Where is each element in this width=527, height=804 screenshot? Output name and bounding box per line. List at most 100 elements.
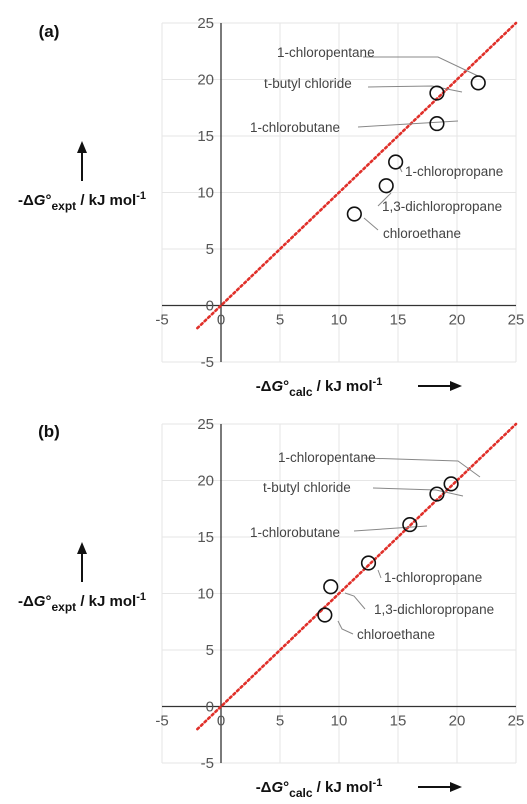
y-tick-label: -5 xyxy=(201,354,214,371)
x-axis-title: -ΔG°calc / kJ mol-1 xyxy=(256,777,383,800)
x-tick-label: 20 xyxy=(449,312,466,329)
axis-title-unit-sup: -1 xyxy=(373,376,383,388)
x-tick-label: 15 xyxy=(390,312,407,329)
data-point xyxy=(470,75,486,91)
x-tick-label: 25 xyxy=(508,312,525,329)
y-tick-label: 25 xyxy=(197,15,214,32)
axis-title-symbol: G xyxy=(271,779,283,796)
axis-title-unit-sup: -1 xyxy=(373,777,383,789)
reference-line xyxy=(196,21,518,330)
annotation-leader xyxy=(372,487,464,497)
point-label: 1-chloropentane xyxy=(277,45,375,60)
arrow-right-icon xyxy=(450,381,462,391)
point-label: chloroethane xyxy=(357,627,435,642)
data-point xyxy=(317,607,333,623)
annotation-leader xyxy=(344,592,366,610)
arrow-up-icon xyxy=(77,141,87,153)
axis-title-units: / kJ mol xyxy=(76,593,136,610)
x-tick-label: -5 xyxy=(155,713,168,730)
annotation-leader xyxy=(363,56,479,77)
axis-title-subscript: calc xyxy=(289,786,313,800)
data-point xyxy=(360,555,377,571)
axis-title-prefix: -Δ xyxy=(18,192,34,209)
axis-title-prefix: -Δ xyxy=(18,593,34,610)
annotation-leader xyxy=(353,525,428,532)
y-tick-label: 20 xyxy=(197,72,214,89)
reference-line xyxy=(196,422,518,731)
y-tick-label: 20 xyxy=(197,473,214,490)
axis-title-subscript: expt xyxy=(51,199,76,213)
annotation-leader xyxy=(337,620,354,635)
axis-title-symbol: G xyxy=(34,192,46,209)
chart-panel: -5 0 5 10 15 20 25 -5 0 5 10 15 20 25 1-chloropentane t… xyxy=(18,15,524,399)
annotation-leader xyxy=(357,120,459,128)
axis-title-degree: ° xyxy=(45,593,51,610)
axis-title-prefix: -Δ xyxy=(256,378,272,395)
point-label: 1-chlorobutane xyxy=(250,120,340,135)
annotation-leader xyxy=(377,192,392,207)
x-tick-label: 10 xyxy=(331,713,348,730)
data-point xyxy=(323,579,339,595)
x-tick-label: 25 xyxy=(508,713,525,730)
axis-title-subscript: calc xyxy=(289,385,313,399)
x-tick-label: 15 xyxy=(390,713,407,730)
y-tick-label: 0 xyxy=(206,298,214,315)
point-label: 1-chloropropane xyxy=(405,164,503,179)
annotation-leader xyxy=(363,217,379,231)
x-tick-label: 10 xyxy=(331,312,348,329)
x-tick-label: 5 xyxy=(276,312,284,329)
y-axis-title: -ΔG°expt / kJ mol-1 xyxy=(18,190,146,213)
data-point xyxy=(346,206,362,222)
panel-label: (a) xyxy=(39,22,60,41)
y-tick-label: 25 xyxy=(197,416,214,433)
axis-title-units: / kJ mol xyxy=(313,378,373,395)
axis-title-unit-sup: -1 xyxy=(136,190,146,202)
axis-title-units: / kJ mol xyxy=(313,779,373,796)
axis-title-subscript: expt xyxy=(51,600,76,614)
y-tick-label: 10 xyxy=(197,586,214,603)
point-label: t-butyl chloride xyxy=(264,76,352,91)
y-tick-label: 0 xyxy=(206,699,214,716)
data-point xyxy=(443,476,459,492)
data-point xyxy=(429,85,445,101)
panel-label: (b) xyxy=(38,422,60,441)
point-label: 1,3-dichloropropane xyxy=(382,199,502,214)
annotation-leader xyxy=(377,569,382,579)
axis-title-unit-sup: -1 xyxy=(136,591,146,603)
annotation-leader xyxy=(367,85,463,93)
arrow-up-icon xyxy=(77,542,87,554)
data-point xyxy=(378,178,394,194)
y-tick-label: 5 xyxy=(206,241,214,258)
point-label: 1,3-dichloropropane xyxy=(374,602,494,617)
point-label: t-butyl chloride xyxy=(263,480,351,495)
x-tick-label: 0 xyxy=(217,312,225,329)
arrow-right-icon xyxy=(450,782,462,792)
y-tick-label: 15 xyxy=(197,529,214,546)
point-label: chloroethane xyxy=(383,226,461,241)
y-tick-label: 5 xyxy=(206,642,214,659)
x-axis-title: -ΔG°calc / kJ mol-1 xyxy=(256,376,383,399)
data-point xyxy=(429,486,445,502)
axis-title-degree: ° xyxy=(45,192,51,209)
x-tick-label: -5 xyxy=(155,312,168,329)
x-tick-label: 5 xyxy=(276,713,284,730)
point-label: 1-chlorobutane xyxy=(250,525,340,540)
chart-panel: -5 0 5 10 15 20 25 -5 0 5 10 15 20 25 1-chloropentane t… xyxy=(18,416,524,800)
y-tick-label: 15 xyxy=(197,128,214,145)
x-tick-label: 0 xyxy=(217,713,225,730)
data-point xyxy=(402,516,418,533)
data-point xyxy=(429,115,445,132)
axis-title-symbol: G xyxy=(271,378,283,395)
axis-title-prefix: -Δ xyxy=(256,779,272,796)
y-tick-label: 10 xyxy=(197,185,214,202)
axis-title-symbol: G xyxy=(34,593,46,610)
axis-title-degree: ° xyxy=(283,779,289,796)
annotation-leader xyxy=(363,457,481,478)
point-label: 1-chloropropane xyxy=(384,570,482,585)
x-tick-label: 20 xyxy=(449,713,466,730)
y-tick-label: -5 xyxy=(201,755,214,772)
y-axis-title: -ΔG°expt / kJ mol-1 xyxy=(18,591,146,614)
data-point xyxy=(388,154,404,170)
point-label: 1-chloropentane xyxy=(278,450,376,465)
